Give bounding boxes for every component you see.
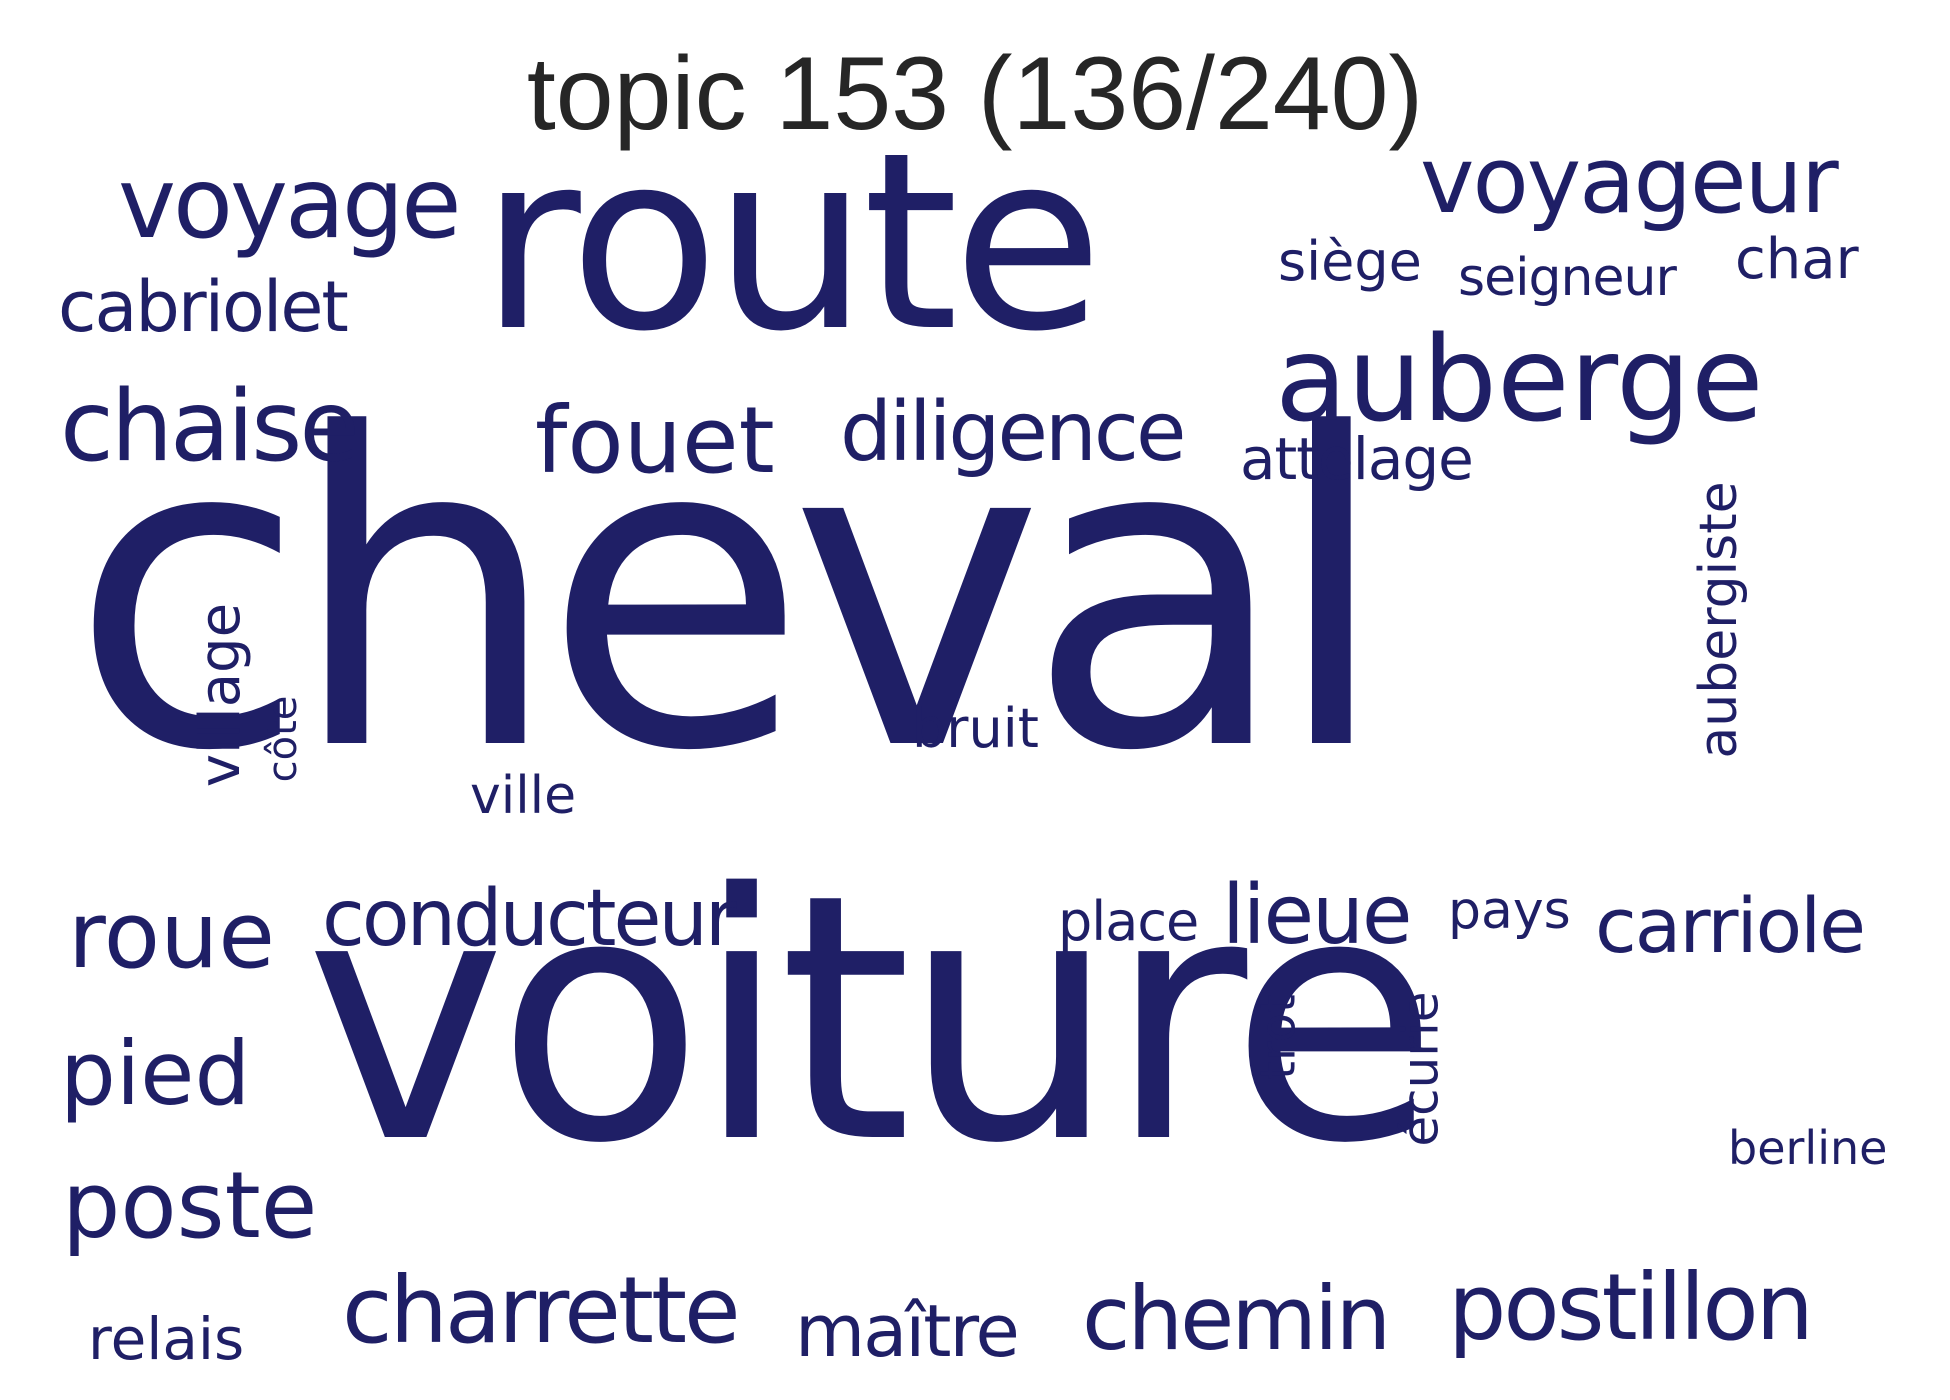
word-route: route [480, 100, 1103, 385]
word-chaise: chaise [60, 370, 360, 484]
word-pays: pays [1448, 881, 1571, 941]
word-relais: relais [88, 1305, 245, 1373]
word-cheval: cheval [70, 345, 1391, 845]
word-poste: poste [62, 1152, 318, 1259]
word-pied: pied [60, 1022, 251, 1125]
word-place: place [1058, 890, 1199, 953]
word-charrette: charrette [342, 1257, 741, 1364]
word-voyageur: voyageur [1420, 127, 1839, 234]
word-diligence: diligence [840, 385, 1186, 480]
word-cote: côte [260, 695, 306, 783]
word-conducteur: conducteur [322, 874, 737, 964]
word-cabriolet: cabriolet [58, 266, 349, 348]
word-voiture: voiture [305, 822, 1439, 1218]
word-maitre: maître [795, 1289, 1020, 1373]
word-voyage: voyage [118, 147, 462, 261]
word-auberge: auberge [1275, 310, 1764, 448]
word-trot: trot [1250, 994, 1307, 1080]
chart-title: topic 153 (136/240) [526, 36, 1424, 152]
word-berline: berline [1728, 1121, 1888, 1175]
word-fouet: fouet [535, 387, 775, 494]
word-char: char [1735, 227, 1859, 292]
word-postillon: postillon [1448, 1254, 1814, 1361]
word-ecurie: écurie [1391, 991, 1450, 1147]
word-carriole: carriole [1595, 881, 1866, 970]
word-lieue: lieue [1222, 868, 1412, 963]
word-attelage: attelage [1240, 425, 1474, 493]
word-siege: siège [1278, 230, 1422, 293]
word-aubergiste: aubergiste [1689, 481, 1749, 759]
word-seigneur: seigneur [1458, 248, 1677, 308]
word-village: village [188, 602, 253, 788]
word-chemin: chemin [1082, 1267, 1391, 1370]
word-ville: ville [470, 766, 577, 826]
word-bruit: bruit [912, 697, 1039, 760]
word-roue: roue [68, 882, 275, 989]
